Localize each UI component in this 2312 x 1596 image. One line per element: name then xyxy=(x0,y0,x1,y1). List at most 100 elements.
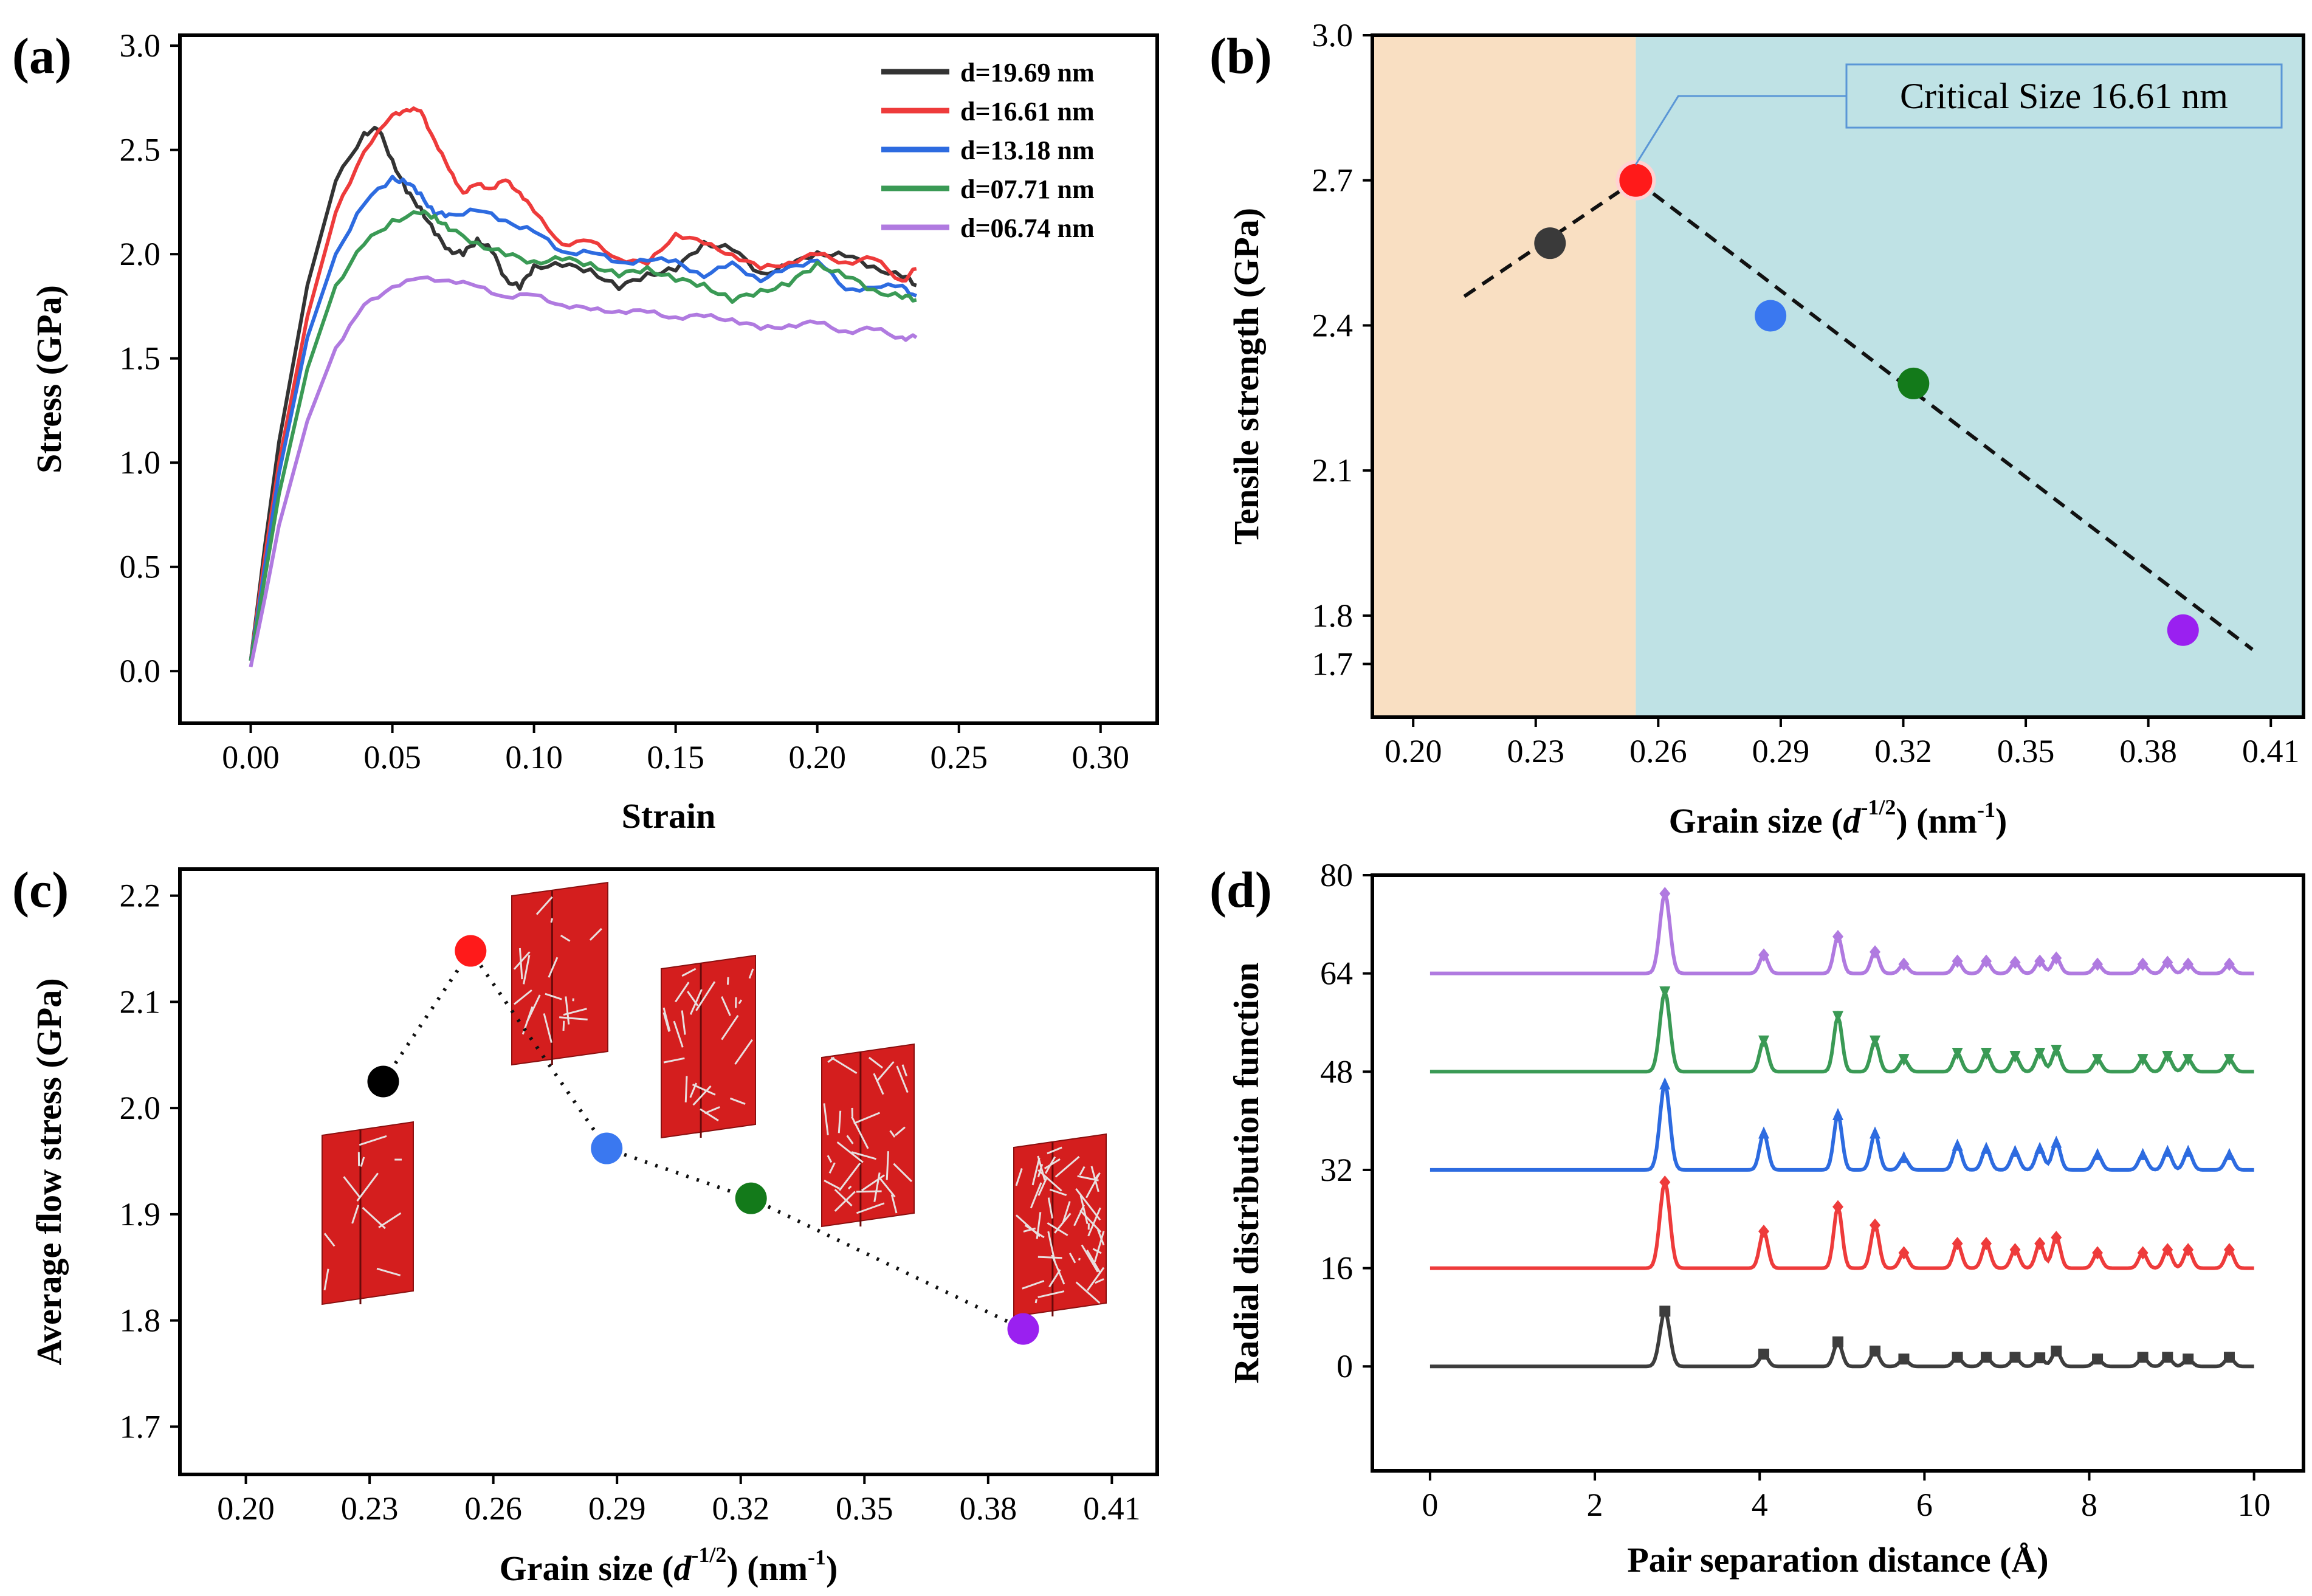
panel-d-marker xyxy=(1832,1200,1843,1214)
panel-d-marker xyxy=(1898,1151,1910,1163)
grain-boundary xyxy=(1047,1197,1053,1219)
grain-boundary xyxy=(1047,1146,1062,1155)
grain-structure-inset xyxy=(511,881,608,1066)
panel-d-marker xyxy=(1659,1175,1671,1189)
grain-boundary xyxy=(851,1151,876,1160)
panel-d-marker xyxy=(2137,1054,2149,1067)
grain-boundary xyxy=(1023,1227,1036,1233)
panel-a-xtick-label: 0.25 xyxy=(930,739,988,776)
grain-boundary xyxy=(895,1126,906,1137)
panel-d-series-line xyxy=(1430,1077,2254,1172)
grain-boundary xyxy=(684,1076,688,1102)
panel-c-xtick-label: 0.32 xyxy=(712,1490,769,1527)
panel-d-marker xyxy=(1870,1035,1881,1048)
panel-d-marker xyxy=(2092,1246,2104,1260)
grain-boundary xyxy=(824,1179,841,1190)
panel-d-marker xyxy=(1832,1011,1843,1023)
panel-b-region xyxy=(1372,35,1636,717)
panel-d-marker xyxy=(2034,1352,2046,1364)
grain-boundary xyxy=(836,1141,864,1163)
grain-boundary xyxy=(1037,1178,1047,1196)
grain-boundary xyxy=(687,991,699,1006)
panel-a-xtick-label: 0.00 xyxy=(222,739,280,776)
panel-d-marker xyxy=(2009,1144,2021,1157)
panel-d-xtick-label: 4 xyxy=(1752,1487,1768,1523)
panel-c-xlabel-part: -1/2 xyxy=(691,1543,726,1567)
panel-d-xlabel: Pair separation distance (Å) xyxy=(1627,1540,2048,1580)
grain-boundary xyxy=(1081,1244,1099,1273)
grain-boundary xyxy=(830,1056,858,1075)
panel-d-marker xyxy=(2223,1243,2235,1257)
panel-c-xlabel-part: ) ( xyxy=(726,1549,759,1588)
grain-boundary xyxy=(662,1007,671,1031)
panel-d-marker xyxy=(1758,1349,1769,1360)
panel-d-marker xyxy=(2051,1231,2062,1245)
panel-d-series-line xyxy=(1430,1175,2254,1270)
grain-boundary xyxy=(901,1064,907,1077)
grain-boundary xyxy=(1068,1253,1076,1264)
panel-d-ylabel: Radial distribution function xyxy=(1227,963,1266,1384)
panel-d-marker xyxy=(1981,954,1992,968)
grain-boundary xyxy=(873,1073,884,1095)
grain-boundary xyxy=(1075,1281,1101,1304)
grain-boundary xyxy=(351,1205,360,1224)
grain-boundary xyxy=(663,1057,685,1064)
panel-c-xlabel-part: ) xyxy=(826,1549,838,1588)
panel-d-marker xyxy=(2183,1354,2194,1365)
panel-a-xtick-label: 0.10 xyxy=(505,739,563,776)
grain-boundary xyxy=(886,1151,889,1180)
panel-b-point xyxy=(2167,614,2199,646)
grain-boundary xyxy=(1097,1229,1105,1246)
panel-c-frame xyxy=(178,867,1159,1476)
panel-c-xtick-label: 0.26 xyxy=(464,1490,522,1527)
panel-a-ytick-label: 3.0 xyxy=(120,27,161,64)
grain-boundary xyxy=(1092,1248,1102,1254)
grain-block-face xyxy=(661,954,756,1139)
panel-b-xlabel-part: ) xyxy=(1995,801,2007,841)
panel-d-marker xyxy=(2223,1352,2235,1363)
panel-b-xtick-label: 0.38 xyxy=(2119,733,2177,769)
panel-d-frame xyxy=(1371,873,2305,1473)
panel-d-xtick-label: 0 xyxy=(1422,1487,1438,1523)
panel-a-ytick-label: 1.5 xyxy=(120,340,161,377)
panel-b-xtick-label: 0.41 xyxy=(2242,733,2300,769)
panel-d-marker xyxy=(1758,1035,1769,1048)
panel-a-series-line xyxy=(249,174,917,661)
grain-boundary xyxy=(562,1020,565,1031)
grain-boundary xyxy=(893,1163,913,1183)
panel-d-marker xyxy=(2051,1345,2062,1357)
panel-c-xtick-label: 0.20 xyxy=(217,1490,275,1527)
grain-boundary xyxy=(856,1202,885,1214)
panel-c-ylabel: Average flow stress (GPa) xyxy=(29,978,69,1365)
grain-boundary xyxy=(560,934,571,942)
panel-a-xtick-label: 0.05 xyxy=(363,739,421,776)
panel-c-point xyxy=(1007,1313,1039,1345)
panel-a-legend-label: d=13.18 nm xyxy=(960,136,1095,165)
panel-d-marker xyxy=(2009,1051,2021,1064)
panel-d-marker xyxy=(1952,1237,1963,1251)
grain-boundary xyxy=(896,1065,909,1093)
panel-b-callout-leader xyxy=(1635,95,1846,165)
panel-d-marker xyxy=(2162,1243,2173,1257)
grain-boundary xyxy=(675,982,690,1003)
panel-d-marker xyxy=(1832,1336,1843,1347)
panel-b-point xyxy=(1755,300,1787,332)
panel-b-point xyxy=(1897,367,1930,399)
panel-d-ytick-label: 80 xyxy=(1320,857,1353,893)
grain-boundary xyxy=(876,1061,895,1082)
grain-boundary xyxy=(748,968,754,979)
panel-a-xtick-label: 0.30 xyxy=(1072,739,1130,776)
grain-boundary xyxy=(1031,1157,1041,1186)
grain-boundary xyxy=(681,968,697,977)
panel-c-xtick-label: 0.35 xyxy=(836,1490,893,1527)
grain-boundary xyxy=(356,1172,379,1202)
panel-d-marker xyxy=(2092,1147,2104,1160)
panel-b-xtick-label: 0.20 xyxy=(1385,733,1442,769)
grain-boundary xyxy=(1024,1224,1045,1239)
panel-d-marker xyxy=(1659,986,1671,999)
panel-a-label: (a) xyxy=(12,28,72,84)
panel-d-marker xyxy=(1981,1047,1992,1060)
grain-boundary xyxy=(1087,1207,1101,1237)
panel-d-marker xyxy=(2137,1246,2149,1260)
panel-c-xtick-label: 0.29 xyxy=(588,1490,646,1527)
